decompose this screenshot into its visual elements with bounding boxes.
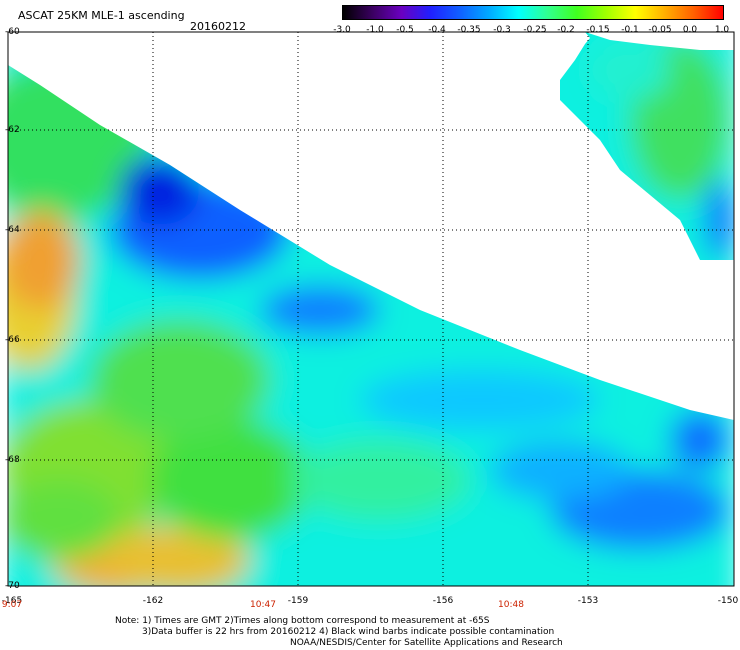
lon-label: -150 — [717, 596, 739, 606]
colorbar-tick-label: -0.25 — [523, 25, 547, 35]
colorbar-tick-label: 0.0 — [682, 25, 698, 35]
lat-label: -66 — [5, 335, 20, 345]
colorbar-tick-label: 1.0 — [714, 25, 730, 35]
lon-label: -156 — [432, 596, 454, 606]
map-date: 20160212 — [190, 20, 246, 33]
time-label: 9:07 — [1, 600, 23, 610]
colorbar-tick-label: -0.1 — [621, 25, 639, 35]
lat-label: -62 — [5, 125, 20, 135]
colorbar-tick-label: -1.0 — [366, 25, 384, 35]
lon-label: -165 — [1, 596, 23, 606]
time-label: 10:47 — [250, 600, 276, 610]
colorbar-tick-label: -0.4 — [428, 25, 446, 35]
lat-label: -68 — [5, 455, 20, 465]
lat-label: -70 — [5, 581, 20, 591]
lon-label: -153 — [577, 596, 599, 606]
lon-label: -162 — [142, 596, 164, 606]
lon-label: -159 — [287, 596, 309, 606]
note-line-3: NOAA/NESDIS/Center for Satellite Applica… — [290, 638, 563, 648]
colorbar-tick-label: -3.0 — [333, 25, 351, 35]
no-data-wedge-top — [8, 32, 734, 420]
lat-label: -64 — [5, 225, 20, 235]
time-label: 10:48 — [498, 600, 524, 610]
map-title: ASCAT 25KM MLE-1 ascending — [18, 9, 185, 22]
colorbar-tick-label: -0.2 — [557, 25, 575, 35]
note-line-2: 3)Data buffer is 22 hrs from 20160212 4)… — [142, 627, 555, 637]
lat-label: -60 — [5, 27, 20, 37]
note-line-1: Note: 1) Times are GMT 2)Times along bot… — [115, 616, 490, 626]
colorbar — [342, 5, 724, 20]
colorbar-tick-label: -0.5 — [396, 25, 414, 35]
colorbar-tick-label: -0.3 — [493, 25, 511, 35]
plot-frame — [7, 31, 735, 587]
lat-lon-grid — [8, 32, 734, 586]
no-data-wedge-right — [585, 32, 734, 50]
colorbar-tick-label: -0.05 — [648, 25, 672, 35]
colorbar-tick-label: -0.15 — [586, 25, 610, 35]
colorbar-tick-label: -0.35 — [457, 25, 481, 35]
